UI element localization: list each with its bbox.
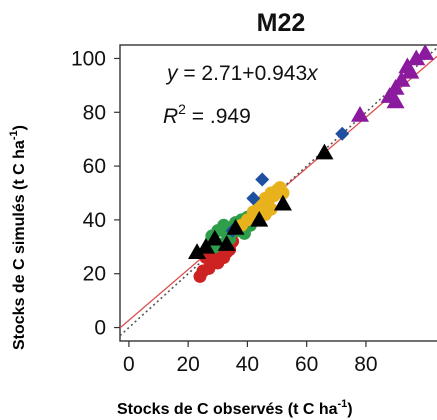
triangle-point <box>217 235 236 251</box>
y-tick-label: 80 <box>83 101 106 124</box>
triangle-point <box>188 243 207 259</box>
triangle-point <box>401 62 420 79</box>
x-tick-label: 60 <box>295 353 318 376</box>
triangle-point <box>273 194 292 211</box>
diamond-point <box>246 191 261 206</box>
y-tick-label: 100 <box>71 47 106 70</box>
triangle-point <box>315 143 334 160</box>
triangle-point <box>351 105 369 122</box>
circle-point <box>276 186 290 200</box>
triangle-point <box>392 70 411 87</box>
triangle-point <box>416 45 435 60</box>
x-axis-title: Stocks de C observés (t C ha-1) <box>117 398 353 418</box>
chart-title: M22 <box>257 9 306 37</box>
equation-annotation: y = 2.71+0.943x <box>165 62 319 85</box>
y-axis-title: Stocks de C simulés (t C ha-1) <box>8 125 28 350</box>
triangle-point <box>407 49 426 66</box>
x-tick-label: 80 <box>354 353 377 376</box>
triangle-point <box>226 218 245 235</box>
triangle-point <box>386 92 405 109</box>
y-tick-label: 40 <box>83 209 106 232</box>
y-tick-label: 60 <box>83 155 106 178</box>
x-axis-ticks: 0 20 40 60 80 <box>123 341 378 376</box>
data-points <box>188 45 435 283</box>
y-tick-label: 20 <box>83 263 106 286</box>
plot-frame <box>119 44 437 342</box>
x-tick-label: 0 <box>123 353 135 376</box>
diamond-point <box>335 126 350 141</box>
triangle-point <box>386 79 405 95</box>
triangle-point <box>250 210 269 227</box>
diamond-point <box>255 172 270 187</box>
r-squared-annotation: R2 = .949 <box>163 101 251 128</box>
triangle-point <box>196 237 215 254</box>
triangle-point <box>205 229 224 246</box>
x-tick-label: 20 <box>176 353 199 376</box>
x-tick-label: 40 <box>236 353 259 376</box>
y-axis-ticks: 0 20 40 60 80 100 <box>71 47 120 340</box>
y-tick-label: 0 <box>94 317 106 340</box>
